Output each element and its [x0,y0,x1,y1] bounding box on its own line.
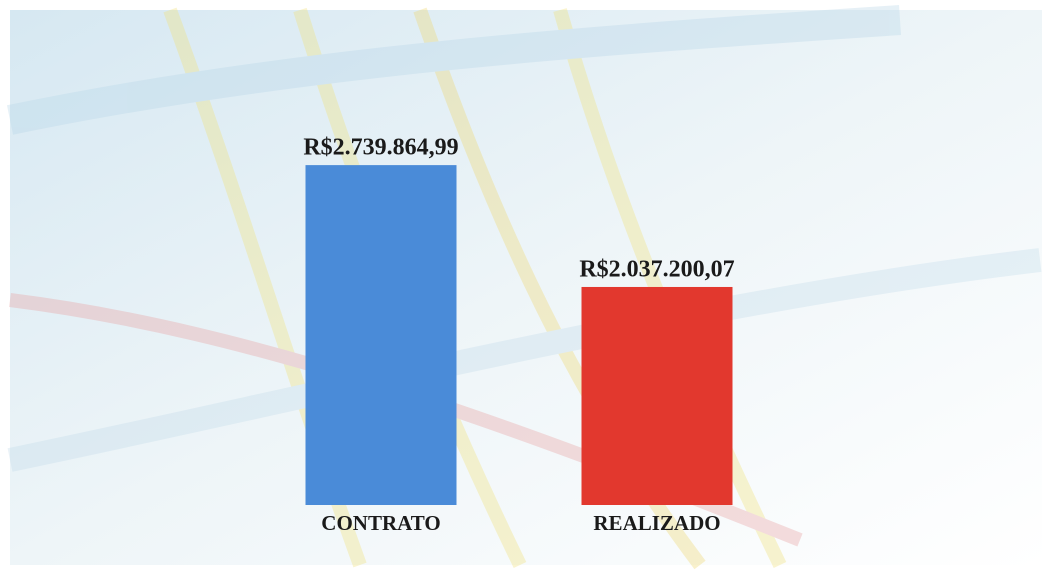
data-label: R$2.739.864,99 [303,135,458,161]
category-label: REALIZADO [593,511,720,535]
data-label: R$2.037.200,07 [579,256,734,282]
category-label: CONTRATO [321,511,440,535]
background [10,10,1042,565]
bar [581,286,733,505]
bar [305,165,457,505]
background-streaks [6,5,1042,570]
